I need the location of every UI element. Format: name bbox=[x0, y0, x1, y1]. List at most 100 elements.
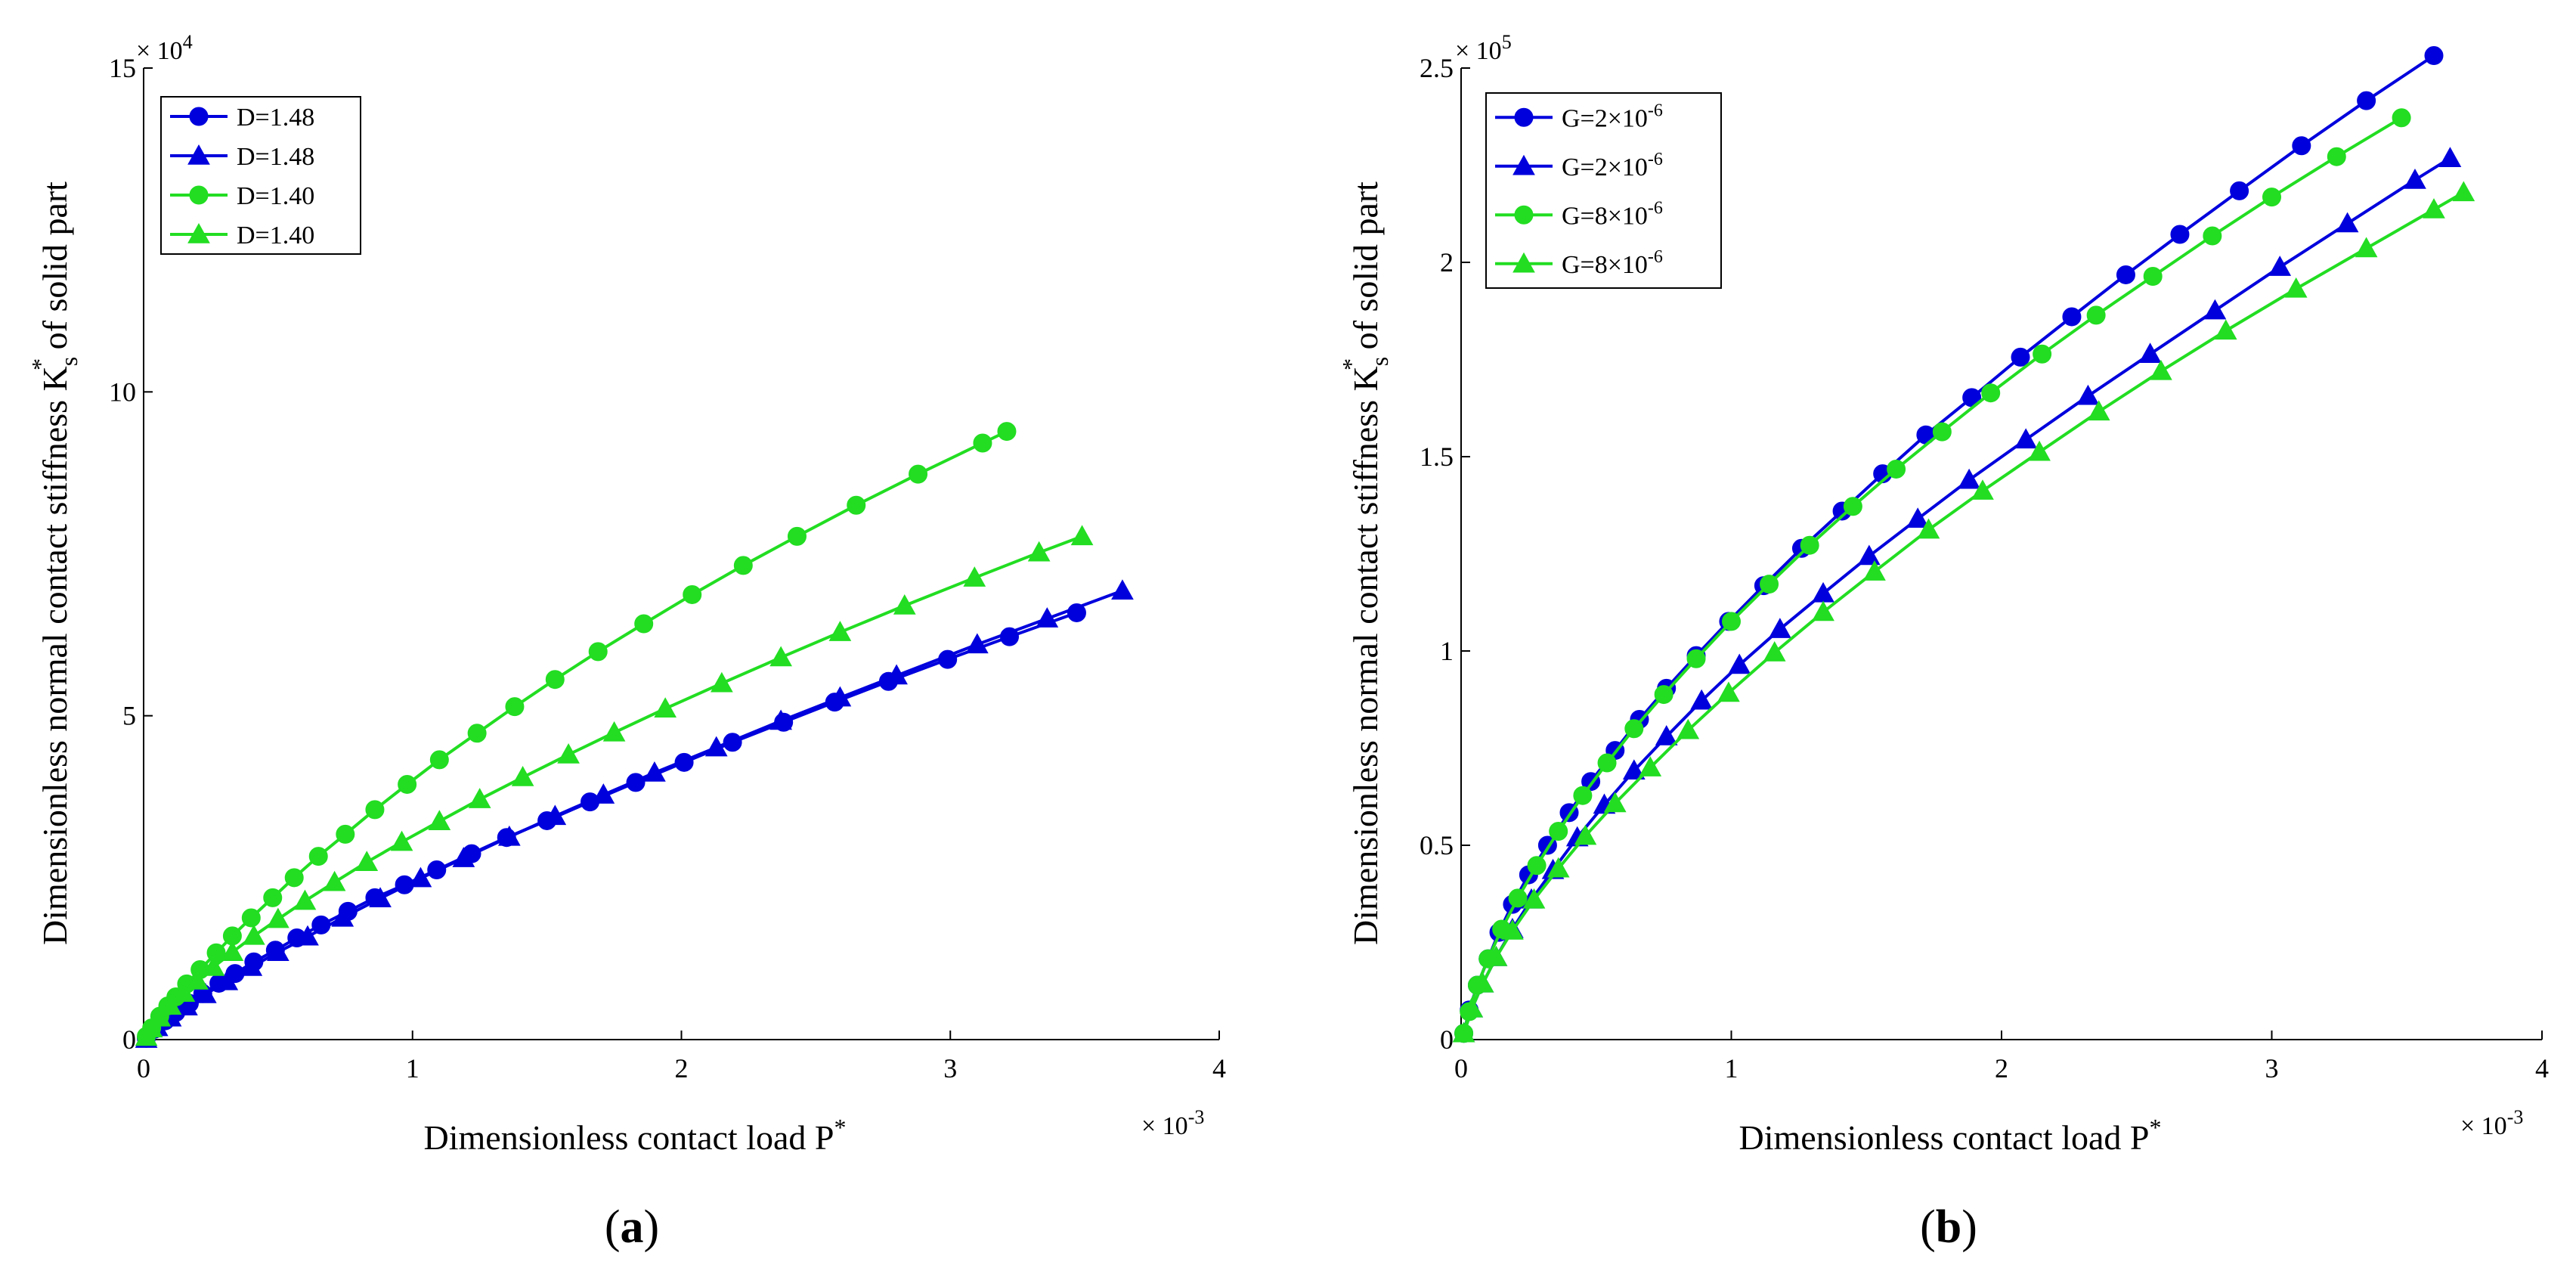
panel-b-series-3-point-1 bbox=[1460, 996, 1484, 1018]
panel-a-y-tick-label-1: 5 bbox=[122, 701, 136, 731]
panel-a-series-2-point-12 bbox=[308, 847, 328, 866]
panel-b-legend-swatch-marker-1 bbox=[1512, 154, 1535, 175]
panel-b-series-3-point-11 bbox=[1717, 681, 1740, 702]
panel-b-series-0-point-22 bbox=[2062, 307, 2082, 327]
panel-b-legend-label-1: G=2×10-6 bbox=[1562, 150, 1663, 181]
panel-b-series-0-point-23 bbox=[2116, 265, 2135, 284]
panel-a-series-1-point-12 bbox=[452, 847, 475, 867]
panel-a-series-3-point-15 bbox=[468, 788, 491, 808]
panel-a-series-1-point-20 bbox=[885, 664, 908, 685]
panel-a-legend-item-1: D=1.48 bbox=[170, 143, 314, 171]
panel-b-legend-label-2: G=8×10-6 bbox=[1562, 198, 1663, 230]
panel-a-legend-label-1: D=1.48 bbox=[237, 143, 314, 171]
panel-b-x-multiplier-base: × 10 bbox=[2460, 1112, 2507, 1140]
panel-b-legend-label-main-1: G=2×10 bbox=[1562, 153, 1648, 181]
panel-b-series-3-point-10 bbox=[1677, 718, 1700, 739]
panel-a-x-axis-title-sup: * bbox=[834, 1114, 846, 1141]
panel-b-series-3-point-15 bbox=[1917, 518, 1940, 539]
panel-b-series-1-point-10 bbox=[1655, 725, 1678, 745]
panel-a-series-0-line bbox=[145, 611, 1078, 1040]
panel-b-series-3-point-16 bbox=[1971, 479, 1994, 500]
panel-b-x-axis-title-sup: * bbox=[2149, 1114, 2161, 1141]
panel-b-series-0-point-25 bbox=[2230, 181, 2249, 200]
panel-a-series-1-point-11 bbox=[409, 866, 432, 888]
panel-a-series-3-point-12 bbox=[355, 851, 379, 871]
panel-b-legend-label-3: G=8×10-6 bbox=[1562, 247, 1663, 279]
panel-b-series-3-line bbox=[1462, 191, 2465, 1034]
panel-b-legend: G=2×10-6G=2×10-6G=8×10-6G=8×10-6 bbox=[1485, 92, 1722, 289]
panel-a-legend-label-main-2: D=1.40 bbox=[237, 182, 314, 210]
panel-b-y-tick-label-0: 0 bbox=[1440, 1024, 1454, 1055]
panel-a-series-2-point-9 bbox=[241, 908, 261, 928]
panel-a-x-tick-label-2: 2 bbox=[675, 1053, 689, 1083]
panel-b-series-2-point-24 bbox=[2262, 188, 2281, 207]
panel-b-x-multiplier: × 10-3 bbox=[2460, 1106, 2523, 1140]
panel-a-y-multiplier-exp: 4 bbox=[183, 31, 193, 53]
panel-b-series-1-point-23 bbox=[2336, 212, 2359, 233]
panel-b-series-1-point-16 bbox=[1906, 507, 1930, 528]
panel-a-series-3-line bbox=[144, 535, 1083, 1038]
panel-a-series-3-point-24 bbox=[963, 566, 986, 587]
panel-b-y-tick-label-1: 0.5 bbox=[1420, 830, 1454, 860]
panel-b-series-2-point-10 bbox=[1624, 719, 1644, 739]
panel-b-x-tick-label-4: 4 bbox=[2535, 1053, 2549, 1083]
panel-b-series-2-point-11 bbox=[1654, 685, 1673, 705]
panel-b-series-1-point-13 bbox=[1769, 618, 1791, 638]
panel-a-legend-item-2: D=1.40 bbox=[170, 182, 314, 210]
panel-b-legend-item-1: G=2×10-6 bbox=[1495, 150, 1663, 181]
panel-b-series-2-point-14 bbox=[1760, 575, 1779, 594]
panel-a-label-letter: a bbox=[621, 1201, 644, 1253]
panel-b-series-3-point-7 bbox=[1574, 824, 1597, 845]
panel-a-y-tick-label-2: 10 bbox=[109, 377, 136, 407]
panel-b-series-0-point-27 bbox=[2357, 91, 2376, 110]
panel-a-series-1-point-22 bbox=[1036, 607, 1059, 628]
panel-b-series-3-point-14 bbox=[1863, 560, 1886, 581]
panel-a-series-1-point-13 bbox=[497, 825, 521, 846]
panel-b-series-1-point-19 bbox=[2076, 384, 2100, 405]
panel-b-series-3-point-4 bbox=[1501, 919, 1524, 940]
panel-a-x-tick-label-3: 3 bbox=[943, 1053, 957, 1083]
panel-a-series-2-point-26 bbox=[909, 464, 928, 484]
panel-a-series-2-point-15 bbox=[398, 774, 417, 794]
panel-b-series-1-point-9 bbox=[1622, 759, 1646, 780]
panel-a-series-2-point-28 bbox=[997, 422, 1017, 442]
panel-b-series-0-point-28 bbox=[2424, 46, 2444, 66]
panel-a-series-1-point-18 bbox=[769, 709, 792, 730]
panel-b-y-axis-title-main: Dimensionless normal contact stiffness K bbox=[1346, 366, 1385, 945]
panel-b-y-multiplier-base: × 10 bbox=[1455, 37, 1502, 65]
panel-b-series-2-point-6 bbox=[1527, 856, 1547, 876]
panel-b-series-3-point-12 bbox=[1763, 641, 1786, 662]
panel-b-series-2-point-20 bbox=[2033, 344, 2052, 364]
panel-a-legend-label-3: D=1.40 bbox=[237, 222, 314, 250]
panel-b-legend-label-main-0: G=2×10 bbox=[1562, 104, 1648, 132]
panel-b-series-3-point-21 bbox=[2284, 277, 2308, 298]
panel-a-label: (a) bbox=[605, 1201, 659, 1253]
panel-a-legend-label-main-3: D=1.40 bbox=[237, 222, 314, 250]
panel-b-legend-item-3: G=8×10-6 bbox=[1495, 247, 1663, 279]
panel-b-y-tick-label-2: 1 bbox=[1440, 636, 1454, 666]
panel-a-y-axis-title: Dimensionless normal contact stiffness K… bbox=[26, 181, 82, 945]
panel-a-series-3-point-22 bbox=[828, 621, 852, 641]
panel-a-series-1-point-5 bbox=[215, 969, 239, 990]
panel-b-series-0-point-26 bbox=[2292, 136, 2311, 156]
panel-a-series-1-point-6 bbox=[240, 956, 263, 976]
panel-a-series-1-point-21 bbox=[965, 633, 989, 654]
panel-b-series-2-point-21 bbox=[2086, 305, 2106, 325]
panel-a-legend: D=1.48 D=1.48 D=1.40 D=1.40 bbox=[160, 96, 361, 255]
panel-b-series-1-point-15 bbox=[1857, 544, 1881, 566]
panel-a-legend-item-3: D=1.40 bbox=[170, 222, 314, 250]
panel-a-series-3-point-1 bbox=[140, 1017, 163, 1038]
panel-b-plot-area: 0 1 2 3 4 0 0.5 1 1.5 2 2.5 bbox=[1420, 53, 2549, 1083]
panel-b-y-tick-label-3: 1.5 bbox=[1420, 442, 1454, 472]
panel-a-x-axis-title-main: Dimensionless contact load P bbox=[424, 1118, 834, 1157]
panel-a-legend-label-main-1: D=1.48 bbox=[237, 143, 314, 171]
panel-b-series-1-point-17 bbox=[1958, 468, 1980, 489]
panel-a-legend-item-0: D=1.48 bbox=[170, 104, 314, 132]
panel-b-y-axis-title-sup: * bbox=[1337, 358, 1364, 370]
panel-b-legend-label-sup-0: -6 bbox=[1648, 101, 1663, 120]
panel-b-series-1-point-21 bbox=[2203, 299, 2227, 320]
panel-a-series-2-point-25 bbox=[847, 495, 866, 515]
panel-b-series-0-point-24 bbox=[2170, 225, 2190, 244]
panel-a-series-1-point-16 bbox=[643, 761, 666, 782]
